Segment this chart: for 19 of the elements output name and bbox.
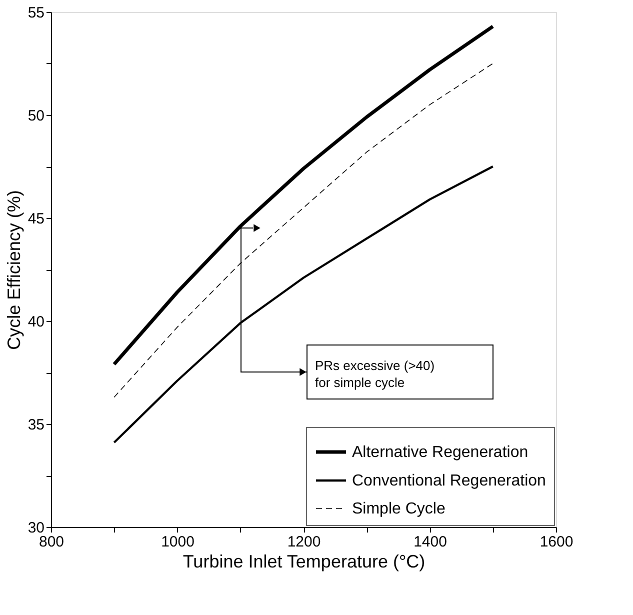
legend-label: Simple Cycle [352,500,446,518]
y-tick-label: 30 [28,520,44,536]
annotation: PRs excessive (>40) for simple cycle [315,358,435,390]
y-tick-label: 35 [28,416,44,434]
y-tick-label: 50 [28,108,44,124]
x-tick-label: 1400 [414,534,447,550]
x-tick-label: 1200 [287,534,321,550]
y-tick-label: 55 [28,4,44,22]
y-tick-label: 40 [28,314,44,330]
x-tick-label: 1000 [161,534,194,550]
y-axis-title: Cycle Efficiency (%) [4,190,24,350]
x-tick-label: 800 [38,534,64,550]
legend-label: Conventional Regeneration [352,472,546,490]
y-tick-label: 45 [28,210,44,228]
line-series [113,165,494,444]
legend-label: Alternative Regeneration [352,444,528,461]
line-series [114,63,494,398]
x-axis-title: Turbine Inlet Temperature (°C) [182,552,426,572]
x-tick-label: 1600 [540,534,574,550]
